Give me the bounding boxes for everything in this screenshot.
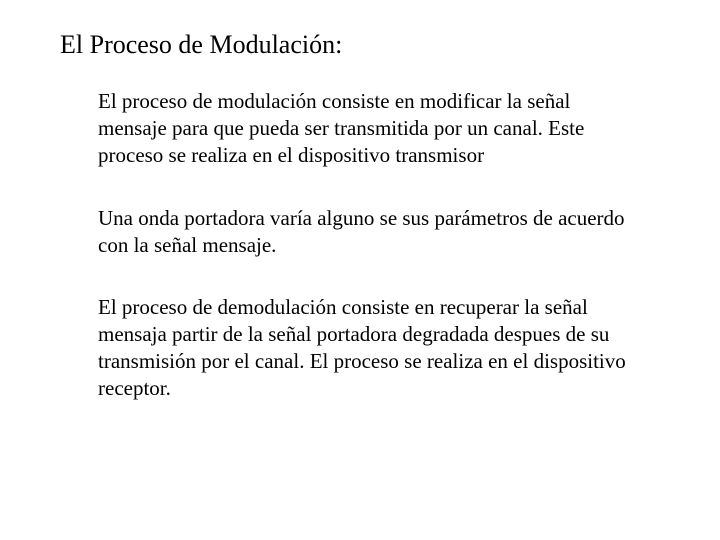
paragraph-3: El proceso de demodulación consiste en r…: [98, 294, 640, 402]
paragraph-1: El proceso de modulación consiste en mod…: [98, 88, 640, 169]
page-title: El Proceso de Modulación:: [60, 30, 660, 60]
paragraph-2: Una onda portadora varía alguno se sus p…: [98, 205, 640, 259]
